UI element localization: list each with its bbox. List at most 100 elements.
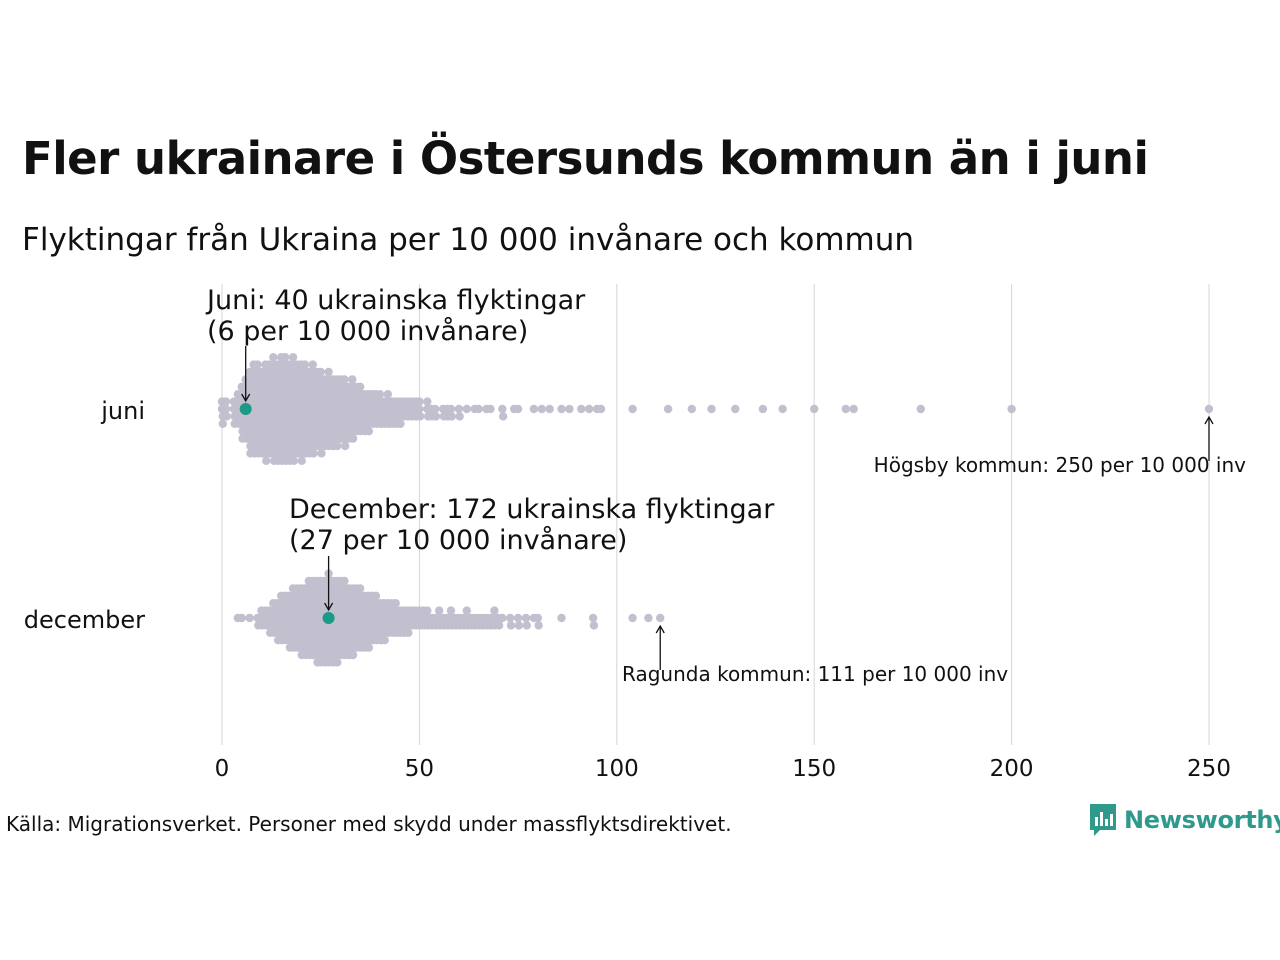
- data-point-juni: [415, 397, 424, 406]
- data-point-juni: [309, 449, 318, 458]
- data-point-december: [498, 613, 507, 623]
- annotation-juni-line-2: (6 per 10 000 invånare): [207, 316, 528, 347]
- data-point-juni: [841, 404, 850, 414]
- data-point-december: [380, 636, 389, 645]
- data-point-december: [534, 621, 543, 630]
- chart-title: Fler ukrainare i Östersunds kommun än i …: [22, 132, 1149, 185]
- data-point-juni: [415, 404, 424, 414]
- data-point-december: [364, 643, 374, 652]
- data-point-december: [514, 621, 524, 630]
- x-axis-ticks: 0 50 100 150 200 250: [215, 756, 1231, 782]
- data-point-december: [371, 591, 381, 600]
- data-point-juni: [498, 412, 508, 421]
- data-point-juni: [687, 404, 697, 414]
- data-point-december: [434, 606, 444, 615]
- beeswarm-chart: Juni: 40 ukrainska flyktingar (6 per 10 …: [24, 284, 1246, 782]
- data-point-juni: [375, 390, 385, 399]
- data-point-juni: [584, 404, 594, 414]
- data-point-juni: [383, 390, 393, 399]
- data-point-juni: [474, 404, 483, 414]
- annotation-arrow-juni: [241, 346, 251, 403]
- data-point-juni: [431, 412, 441, 421]
- data-point-juni: [289, 456, 299, 465]
- data-point-juni: [446, 404, 456, 414]
- category-label-juni: juni: [100, 397, 145, 425]
- data-points: [217, 353, 1214, 667]
- data-point-juni: [577, 404, 586, 414]
- data-point-juni: [288, 353, 298, 362]
- data-point-juni: [663, 404, 673, 414]
- category-labels: juni december: [24, 397, 145, 634]
- data-point-december: [391, 599, 400, 608]
- data-point-juni: [810, 404, 819, 414]
- annotations: Juni: 40 ukrainska flyktingar (6 per 10 …: [205, 285, 1246, 686]
- data-point-juni: [416, 412, 425, 421]
- x-tick-label-250: 250: [1187, 756, 1231, 782]
- data-point-december: [490, 606, 499, 615]
- data-point-juni: [916, 404, 925, 414]
- data-point-juni: [340, 441, 350, 451]
- data-point-juni: [545, 404, 554, 414]
- data-point-juni: [430, 404, 440, 414]
- highlight-points: [239, 403, 335, 624]
- data-point-juni: [778, 404, 787, 414]
- data-point-juni: [596, 404, 606, 414]
- category-label-december: december: [24, 606, 145, 634]
- data-point-juni: [364, 427, 374, 436]
- data-point-december: [533, 613, 543, 623]
- data-point-december: [644, 613, 653, 623]
- data-point-juni: [218, 419, 227, 428]
- data-point-december: [446, 606, 456, 615]
- x-tick-label-0: 0: [215, 756, 230, 782]
- data-point-juni: [454, 404, 464, 414]
- data-point-december: [237, 613, 246, 623]
- data-point-juni: [513, 404, 523, 414]
- data-point-december: [494, 621, 504, 630]
- data-point-december: [513, 613, 523, 623]
- data-point-december: [333, 658, 342, 667]
- data-point-juni: [758, 404, 768, 414]
- data-point-juni: [300, 360, 310, 369]
- x-tick-label-100: 100: [595, 756, 639, 782]
- highlight-point-december: [322, 612, 335, 624]
- x-tick-label-50: 50: [405, 756, 434, 782]
- data-point-december: [628, 613, 637, 623]
- data-point-juni: [221, 397, 231, 406]
- data-point-juni: [537, 404, 546, 414]
- data-point-juni: [269, 353, 278, 362]
- data-point-december: [588, 613, 598, 623]
- data-point-juni: [529, 404, 539, 414]
- data-point-juni: [221, 404, 231, 414]
- extreme-arrow-december: [655, 624, 665, 670]
- chart-subtitle: Flyktingar från Ukraina per 10 000 invån…: [22, 222, 915, 258]
- data-point-december: [589, 621, 599, 630]
- extreme-label-december: Ragunda kommun: 111 per 10 000 inv: [622, 662, 1008, 686]
- data-point-juni: [316, 367, 325, 377]
- extreme-arrow-juni: [1204, 415, 1214, 461]
- data-point-juni: [262, 456, 271, 465]
- data-point-december: [355, 584, 365, 593]
- data-point-juni: [348, 375, 357, 384]
- data-point-juni: [486, 404, 495, 414]
- annotation-juni-line-1: Juni: 40 ukrainska flyktingar: [205, 285, 586, 316]
- annotation-december-line-1: December: 172 ukrainska flyktingar: [289, 494, 775, 525]
- data-point-juni: [1204, 404, 1214, 414]
- data-point-juni: [308, 360, 318, 369]
- data-point-juni: [348, 434, 358, 443]
- data-point-juni: [333, 441, 342, 451]
- data-point-december: [340, 576, 349, 586]
- newsworthy-logo: Newsworthy: [1088, 802, 1280, 838]
- data-point-juni: [253, 360, 262, 369]
- data-point-december: [348, 650, 358, 660]
- annotation-arrow-december: [324, 556, 334, 612]
- data-point-juni: [462, 404, 471, 414]
- data-point-juni: [324, 367, 333, 377]
- data-point-december: [245, 613, 254, 623]
- data-point-juni: [628, 404, 637, 414]
- data-point-juni: [1007, 404, 1016, 414]
- data-point-juni: [447, 412, 456, 421]
- source-note: Källa: Migrationsverket. Personer med sk…: [6, 812, 732, 836]
- bar-chart-speech-bubble-icon: [1090, 804, 1116, 836]
- data-point-juni: [280, 353, 290, 362]
- data-point-juni: [707, 404, 716, 414]
